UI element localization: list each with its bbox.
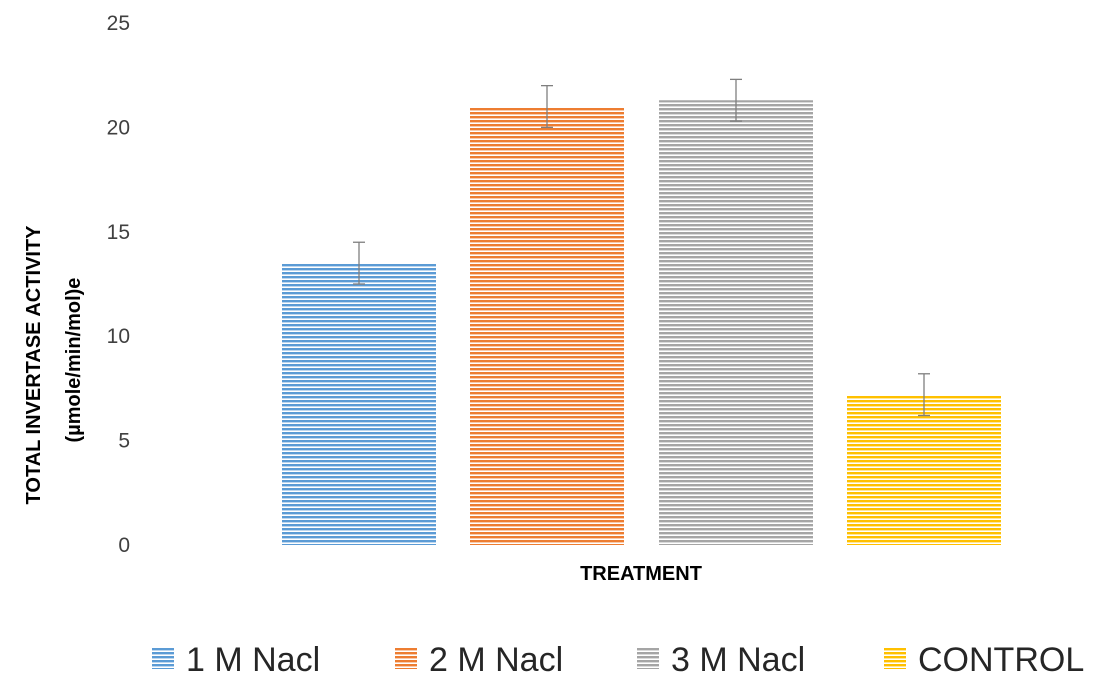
- legend-swatch: [395, 647, 417, 669]
- bar: [470, 106, 624, 546]
- error-bar: [541, 84, 553, 129]
- y-tick-label: 15: [107, 221, 130, 244]
- legend-swatch: [637, 647, 659, 669]
- x-axis-title: TREATMENT: [580, 563, 702, 585]
- error-bar: [353, 241, 365, 285]
- y-tick-label: 20: [107, 116, 130, 139]
- legend: 1 M Nacl 2 M Nacl 3 M Nacl CONTROL: [152, 641, 1084, 673]
- y-axis-ticks: 0 5 10 15 20 25: [107, 12, 130, 557]
- legend-swatch: [884, 647, 906, 669]
- legend-item: CONTROL: [884, 641, 1084, 673]
- legend-label: CONTROL: [918, 641, 1084, 673]
- legend-item: 2 M Nacl: [395, 641, 563, 673]
- legend-label: 3 M Nacl: [671, 641, 805, 673]
- y-tick-label: 10: [107, 325, 130, 348]
- y-axis-title-line2: (µmole/min/mol)e: [63, 278, 85, 443]
- error-bar: [918, 373, 930, 417]
- legend-label: 2 M Nacl: [429, 641, 563, 673]
- legend-item: 1 M Nacl: [152, 641, 320, 673]
- y-tick-label: 25: [107, 12, 130, 35]
- legend-item: 3 M Nacl: [637, 641, 805, 673]
- bar: [282, 263, 436, 545]
- legend-label: 1 M Nacl: [186, 641, 320, 673]
- y-tick-label: 0: [118, 534, 130, 557]
- y-axis-title-line1: TOTAL INVERTASE ACTIVITY: [23, 225, 45, 505]
- legend-swatch: [152, 647, 174, 669]
- y-tick-label: 5: [118, 430, 130, 453]
- bar: [659, 100, 813, 546]
- bar: [847, 394, 1001, 545]
- bars: [282, 100, 1001, 546]
- error-bar: [730, 78, 742, 122]
- error-bars: [353, 78, 930, 417]
